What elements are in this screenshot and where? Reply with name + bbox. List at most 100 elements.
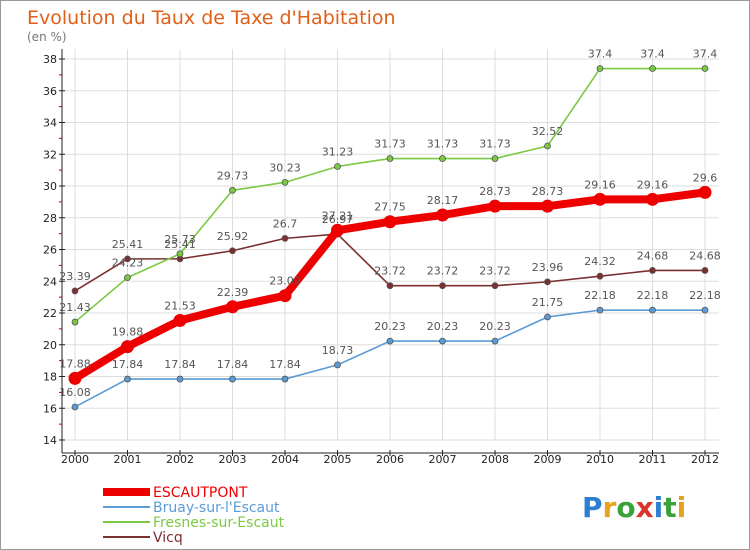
data-label: 31.73 [374, 138, 406, 151]
data-label: 17.84 [112, 358, 144, 371]
y-tick-label: 16 [43, 402, 57, 415]
logo-letter: x [636, 491, 654, 524]
data-label: 25.41 [112, 238, 144, 251]
data-label: 23.72 [427, 265, 459, 278]
x-tick-label: 2000 [61, 453, 89, 466]
data-point [226, 300, 239, 314]
data-label: 27.21 [322, 209, 354, 222]
data-point [544, 313, 551, 321]
data-label: 31.23 [322, 145, 354, 158]
data-label: 28.73 [479, 185, 511, 198]
data-label: 22.39 [217, 286, 249, 299]
y-tick-label: 38 [43, 53, 57, 66]
data-point [596, 272, 604, 280]
data-label: 17.84 [164, 358, 196, 371]
data-point [124, 375, 131, 383]
x-tick-label: 2009 [534, 453, 562, 466]
data-point [541, 199, 554, 213]
data-label: 21.75 [532, 296, 564, 309]
data-label: 21.53 [164, 299, 196, 312]
legend-label: Fresnes-sur-Escaut [153, 515, 285, 531]
data-label: 17.84 [217, 358, 249, 371]
x-tick-label: 2007 [429, 453, 457, 466]
chart-subtitle: (en %) [27, 30, 67, 44]
data-point [124, 274, 131, 281]
data-label: 32.52 [532, 125, 564, 138]
data-point [646, 192, 659, 206]
x-tick-label: 2012 [691, 453, 719, 466]
data-point [436, 208, 449, 222]
data-point [71, 403, 79, 411]
data-point [229, 247, 236, 255]
data-label: 22.18 [584, 289, 616, 302]
y-tick-label: 18 [43, 371, 57, 384]
data-label: 24.23 [112, 257, 144, 270]
data-label: 37.4 [588, 48, 613, 61]
data-label: 20.23 [374, 320, 406, 333]
data-point [383, 215, 397, 229]
data-label: 37.4 [640, 48, 665, 61]
data-label: 24.68 [689, 249, 721, 262]
data-label: 21.43 [59, 301, 91, 314]
data-point [68, 371, 82, 385]
data-label: 31.73 [479, 138, 511, 151]
data-label: 23.72 [374, 265, 406, 278]
data-point [173, 313, 187, 327]
x-tick-label: 2003 [219, 453, 247, 466]
logo-letter: P [582, 491, 603, 524]
data-labels: 17.88 19.88 21.53 22.39 23.09 27.21 27.75 28.17… [59, 48, 721, 399]
y-tick-label: 30 [43, 180, 57, 193]
x-tick-label: 2010 [586, 453, 614, 466]
legend-label: Vicq [153, 530, 183, 546]
data-point [488, 199, 502, 213]
data-point [229, 375, 236, 383]
data-label: 26.7 [273, 217, 298, 230]
data-label: 29.16 [637, 178, 669, 191]
logo-letter: t [663, 491, 676, 524]
data-point [386, 155, 394, 162]
y-tick-label: 14 [43, 434, 57, 447]
data-label: 16.08 [59, 386, 91, 399]
data-label: 29.6 [693, 171, 718, 184]
data-label: 24.32 [584, 255, 616, 268]
data-point [386, 337, 394, 345]
data-point [334, 361, 341, 369]
logo-letter: i [677, 491, 687, 524]
data-label: 29.16 [584, 178, 616, 191]
data-label: 25.73 [164, 233, 196, 246]
data-label: 23.39 [59, 270, 91, 283]
data-point [176, 375, 184, 383]
logo-letter: i [654, 491, 664, 524]
data-point [491, 282, 499, 290]
data-point [701, 306, 709, 314]
y-tick-label: 22 [43, 307, 57, 320]
data-label: 18.73 [322, 344, 354, 357]
y-tick-label: 26 [43, 244, 57, 257]
data-point [544, 278, 551, 286]
data-label: 28.17 [427, 194, 459, 207]
data-label: 37.4 [693, 48, 718, 61]
data-point [121, 340, 134, 354]
data-point [229, 186, 236, 194]
data-label: 25.41 [164, 238, 196, 251]
data-label: 22.18 [637, 289, 669, 302]
data-point [649, 267, 656, 274]
logo-text: Proxiti [582, 491, 686, 524]
data-label: 23.09 [269, 275, 301, 288]
y-tick-label: 28 [43, 212, 57, 225]
x-tick-label: 2004 [271, 453, 299, 466]
data-point [176, 250, 184, 258]
data-point [698, 185, 712, 199]
data-point [281, 375, 289, 383]
data-point [439, 282, 446, 290]
data-point [649, 65, 656, 72]
legend-label: ESCAUTPONT [153, 485, 248, 501]
data-point [334, 163, 341, 170]
data-point [331, 223, 344, 237]
data-label: 23.72 [479, 265, 511, 278]
y-tick-label: 34 [43, 117, 57, 130]
data-point [124, 255, 131, 263]
data-label: 28.73 [532, 185, 564, 198]
data-label: 20.23 [427, 320, 459, 333]
